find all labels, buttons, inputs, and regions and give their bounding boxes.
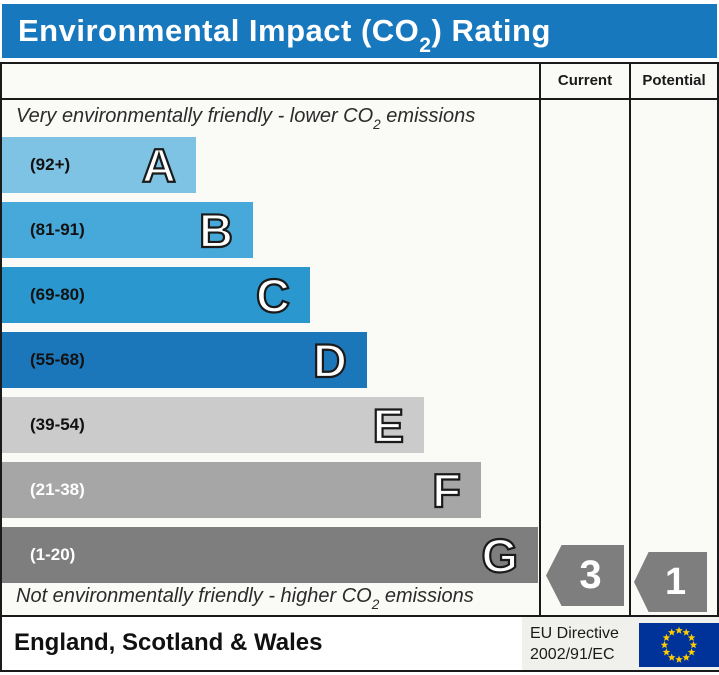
- band-range-label: (39-54): [30, 415, 85, 434]
- eu-directive-line1: EU Directive: [530, 625, 619, 642]
- potential-rating-value: 1: [665, 560, 687, 603]
- band-range-label: (69-80): [30, 285, 85, 304]
- current-rating-marker: 3: [546, 545, 624, 606]
- band-letter: B: [198, 203, 234, 258]
- chart-title: Environmental Impact (CO2) Rating: [18, 4, 551, 69]
- band-d: (55-68) D: [2, 332, 367, 388]
- band-g: (1-20) G: [2, 527, 538, 583]
- band-letter: F: [431, 463, 462, 518]
- chart-title-bar: Environmental Impact (CO2) Rating: [2, 4, 717, 58]
- band-range-label: (55-68): [30, 350, 85, 369]
- column-header-current: Current: [557, 72, 613, 89]
- caption-top-text: Very environmentally friendly - lower CO: [16, 105, 374, 127]
- footer: England, Scotland & Wales EU Directive 2…: [0, 615, 719, 672]
- header-divider-line: [0, 98, 719, 100]
- band-c: (69-80) C: [2, 267, 310, 323]
- band-letter: C: [255, 268, 291, 323]
- band-f: (21-38) F: [2, 462, 481, 518]
- band-range-label: (81-91): [30, 220, 85, 239]
- band-letter: A: [141, 138, 177, 193]
- band-letter: E: [372, 398, 406, 453]
- caption-bottom-subscript: 2: [371, 597, 380, 613]
- band-range-label: (92+): [30, 155, 71, 174]
- caption-top-suffix: emissions: [380, 105, 476, 127]
- band-letter: G: [480, 528, 519, 583]
- column-header-potential: Potential: [642, 72, 706, 89]
- potential-column-divider: [629, 62, 631, 617]
- band-e: (39-54) E: [2, 397, 424, 453]
- eu-directive-label: EU Directive 2002/91/EC: [530, 623, 619, 665]
- chart-title-subscript: 2: [419, 33, 432, 57]
- eu-directive-line2: 2002/91/EC: [530, 646, 615, 663]
- band-b: (81-91) B: [2, 202, 253, 258]
- chart-title-text: Environmental Impact (CO: [18, 13, 420, 48]
- caption-top-subscript: 2: [373, 117, 381, 133]
- caption-bottom-suffix: emissions: [379, 585, 474, 607]
- chart-title-suffix: ) Rating: [431, 13, 551, 48]
- region-label: England, Scotland & Wales: [14, 629, 323, 656]
- band-range-label: (1-20): [30, 545, 76, 564]
- current-rating-value: 3: [579, 553, 602, 597]
- band-a: (92+) A: [2, 137, 196, 193]
- band-range-label: (21-38): [30, 480, 85, 499]
- eu-flag-icon: [639, 623, 719, 667]
- potential-rating-marker: 1: [634, 552, 707, 612]
- caption-bottom: Not environmentally friendly - higher CO…: [16, 585, 474, 613]
- band-letter: D: [312, 333, 348, 388]
- caption-top: Very environmentally friendly - lower CO…: [16, 105, 476, 133]
- caption-bottom-text: Not environmentally friendly - higher CO: [16, 585, 372, 607]
- current-column-divider: [539, 62, 541, 617]
